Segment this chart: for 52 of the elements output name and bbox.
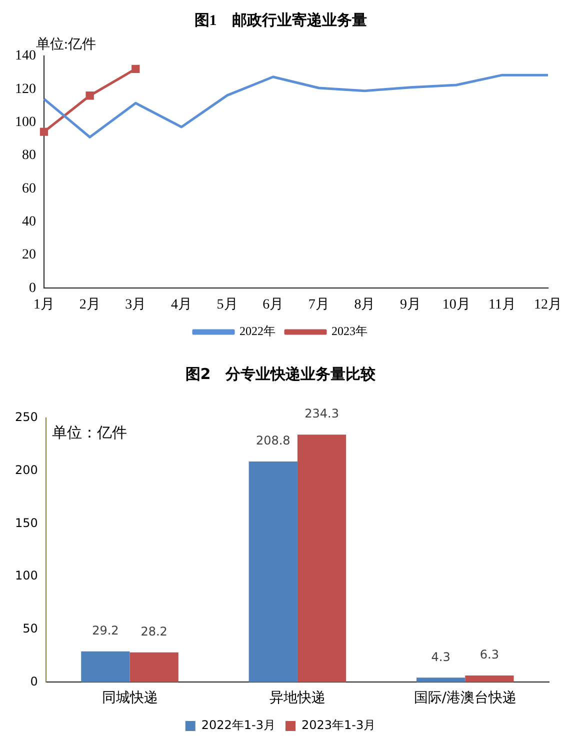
point — [132, 64, 140, 74]
y-tick-label: 50 — [22, 621, 38, 636]
y-tick-label: 150 — [15, 516, 38, 530]
x-tick-label: 9月 — [400, 297, 422, 312]
x-tick-label: 4月 — [170, 297, 192, 312]
bar — [81, 651, 130, 682]
legend-label: 2023年1-3月 — [302, 718, 376, 732]
bar — [248, 462, 298, 682]
legend-label: 2023年 — [332, 324, 368, 338]
bar — [416, 678, 466, 682]
x-tick-label: 8月 — [354, 297, 376, 312]
point — [40, 128, 48, 136]
x-tick-label: 10月 — [442, 297, 470, 312]
x-tick-label: 11月 — [488, 297, 516, 312]
y-tick-label: 100 — [15, 568, 38, 583]
annotation: 单位：亿件 — [52, 423, 127, 442]
data-label: 4.3 — [431, 650, 450, 664]
x-tick-label: 12月 — [534, 297, 562, 312]
chart-title: 图2 分专业快递业务量比较 — [185, 364, 377, 383]
x-tick-label: 同城快递 — [102, 690, 158, 706]
data-label: 208.8 — [256, 434, 290, 448]
chart-title: 图1 邮政行业寄递业务量 — [194, 10, 367, 29]
y-tick-label: 40 — [22, 214, 36, 230]
y-tick-label: 140 — [15, 48, 36, 64]
data-label: 28.2 — [140, 624, 168, 639]
x-tick-label: 7月 — [308, 297, 330, 312]
x-tick-label: 6月 — [262, 297, 284, 312]
bar — [465, 676, 514, 682]
y-tick-label: 20 — [22, 248, 36, 263]
legend-label: 2022年 — [240, 324, 276, 338]
legend-label: 2022年1-3月 — [201, 718, 276, 732]
y-tick-label: 80 — [22, 148, 36, 164]
x-tick-label: 国际/港澳台快递 — [414, 690, 517, 706]
x-tick-label: 3月 — [125, 297, 146, 312]
data-label: 234.3 — [304, 406, 339, 421]
point — [86, 92, 94, 100]
x-tick-label: 1月 — [34, 297, 54, 312]
x-tick-label: 5月 — [216, 297, 238, 312]
x-tick-label: 2月 — [79, 297, 100, 312]
bar — [130, 652, 178, 682]
y-tick-label: 0 — [29, 280, 36, 296]
y-tick-label: 100 — [15, 115, 36, 130]
y-tick-label: 0 — [30, 674, 38, 688]
data-label: 6.3 — [480, 648, 500, 662]
text: 单位:亿件 — [36, 36, 96, 53]
y-tick-label: 200 — [15, 462, 38, 477]
y-tick-label: 60 — [22, 181, 36, 196]
y-tick-label: 250 — [15, 410, 38, 424]
data-label: 29.2 — [92, 623, 119, 638]
x-tick-label: 异地快递 — [269, 690, 326, 706]
bar — [297, 434, 346, 682]
y-tick-label: 120 — [15, 82, 36, 97]
